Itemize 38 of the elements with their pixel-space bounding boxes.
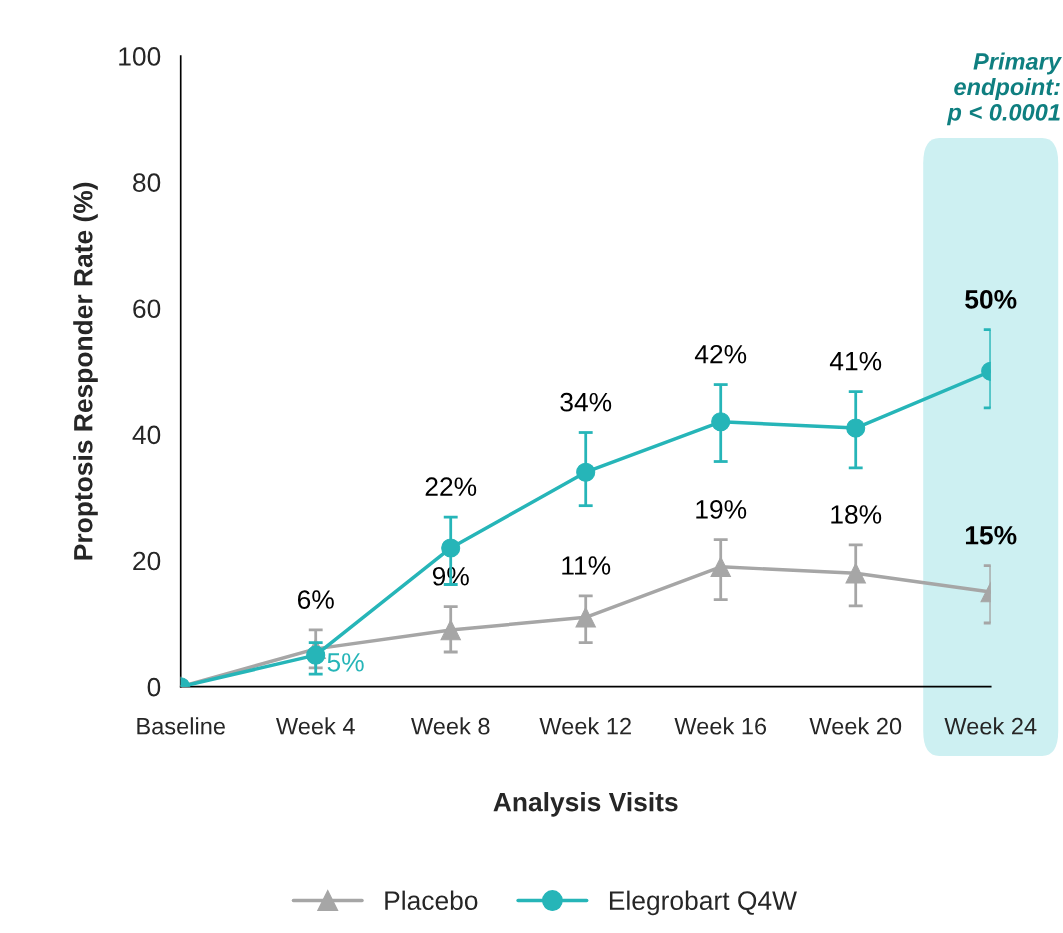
x-tick-label: Week 24 xyxy=(944,717,1037,735)
data-label: 50% xyxy=(965,290,1017,309)
y-tick-label: 80 xyxy=(133,173,161,192)
point xyxy=(576,462,596,482)
point xyxy=(846,418,866,438)
point xyxy=(710,556,731,578)
y-tick-label: 0 xyxy=(147,677,161,697)
y-tick-label: 40 xyxy=(132,425,161,445)
data-label: 11% xyxy=(562,556,611,575)
y-tick-label: 60 xyxy=(133,299,161,319)
x-tick-label: Week 4 xyxy=(276,717,355,735)
data-label: 22% xyxy=(425,477,477,496)
x-tick-label: Week 8 xyxy=(411,717,490,735)
data-label: 6% xyxy=(297,590,334,609)
point xyxy=(306,645,326,665)
x-tick-label: Baseline xyxy=(137,717,225,735)
legend-label: Placebo xyxy=(385,890,478,911)
point xyxy=(441,538,461,558)
data-label: 41% xyxy=(829,351,882,371)
x-tick-label: Week 16 xyxy=(674,717,767,735)
y-tick-label: 100 xyxy=(119,47,161,66)
x-axis-title: Analysis Visits xyxy=(493,792,678,817)
data-label: 42% xyxy=(694,344,747,364)
data-label: 34% xyxy=(560,392,612,412)
legend-label: Elegrobart Q4W xyxy=(609,890,797,916)
y-tick-label: 20 xyxy=(133,551,161,571)
data-label: 19% xyxy=(696,500,747,519)
band-label: Primary endpoint: p < 0.0001 xyxy=(946,52,1062,126)
point xyxy=(845,562,866,584)
point xyxy=(575,607,596,628)
point xyxy=(440,619,461,641)
x-tick-label: Week 20 xyxy=(809,717,902,735)
data-label: 18% xyxy=(831,505,882,524)
y-axis-title: Proptosis Responder Rate (%) xyxy=(73,182,98,560)
data-label: 5% xyxy=(327,653,364,672)
x-tick-label: Week 12 xyxy=(539,717,631,735)
point xyxy=(711,412,731,432)
data-label: 15% xyxy=(965,525,1017,545)
